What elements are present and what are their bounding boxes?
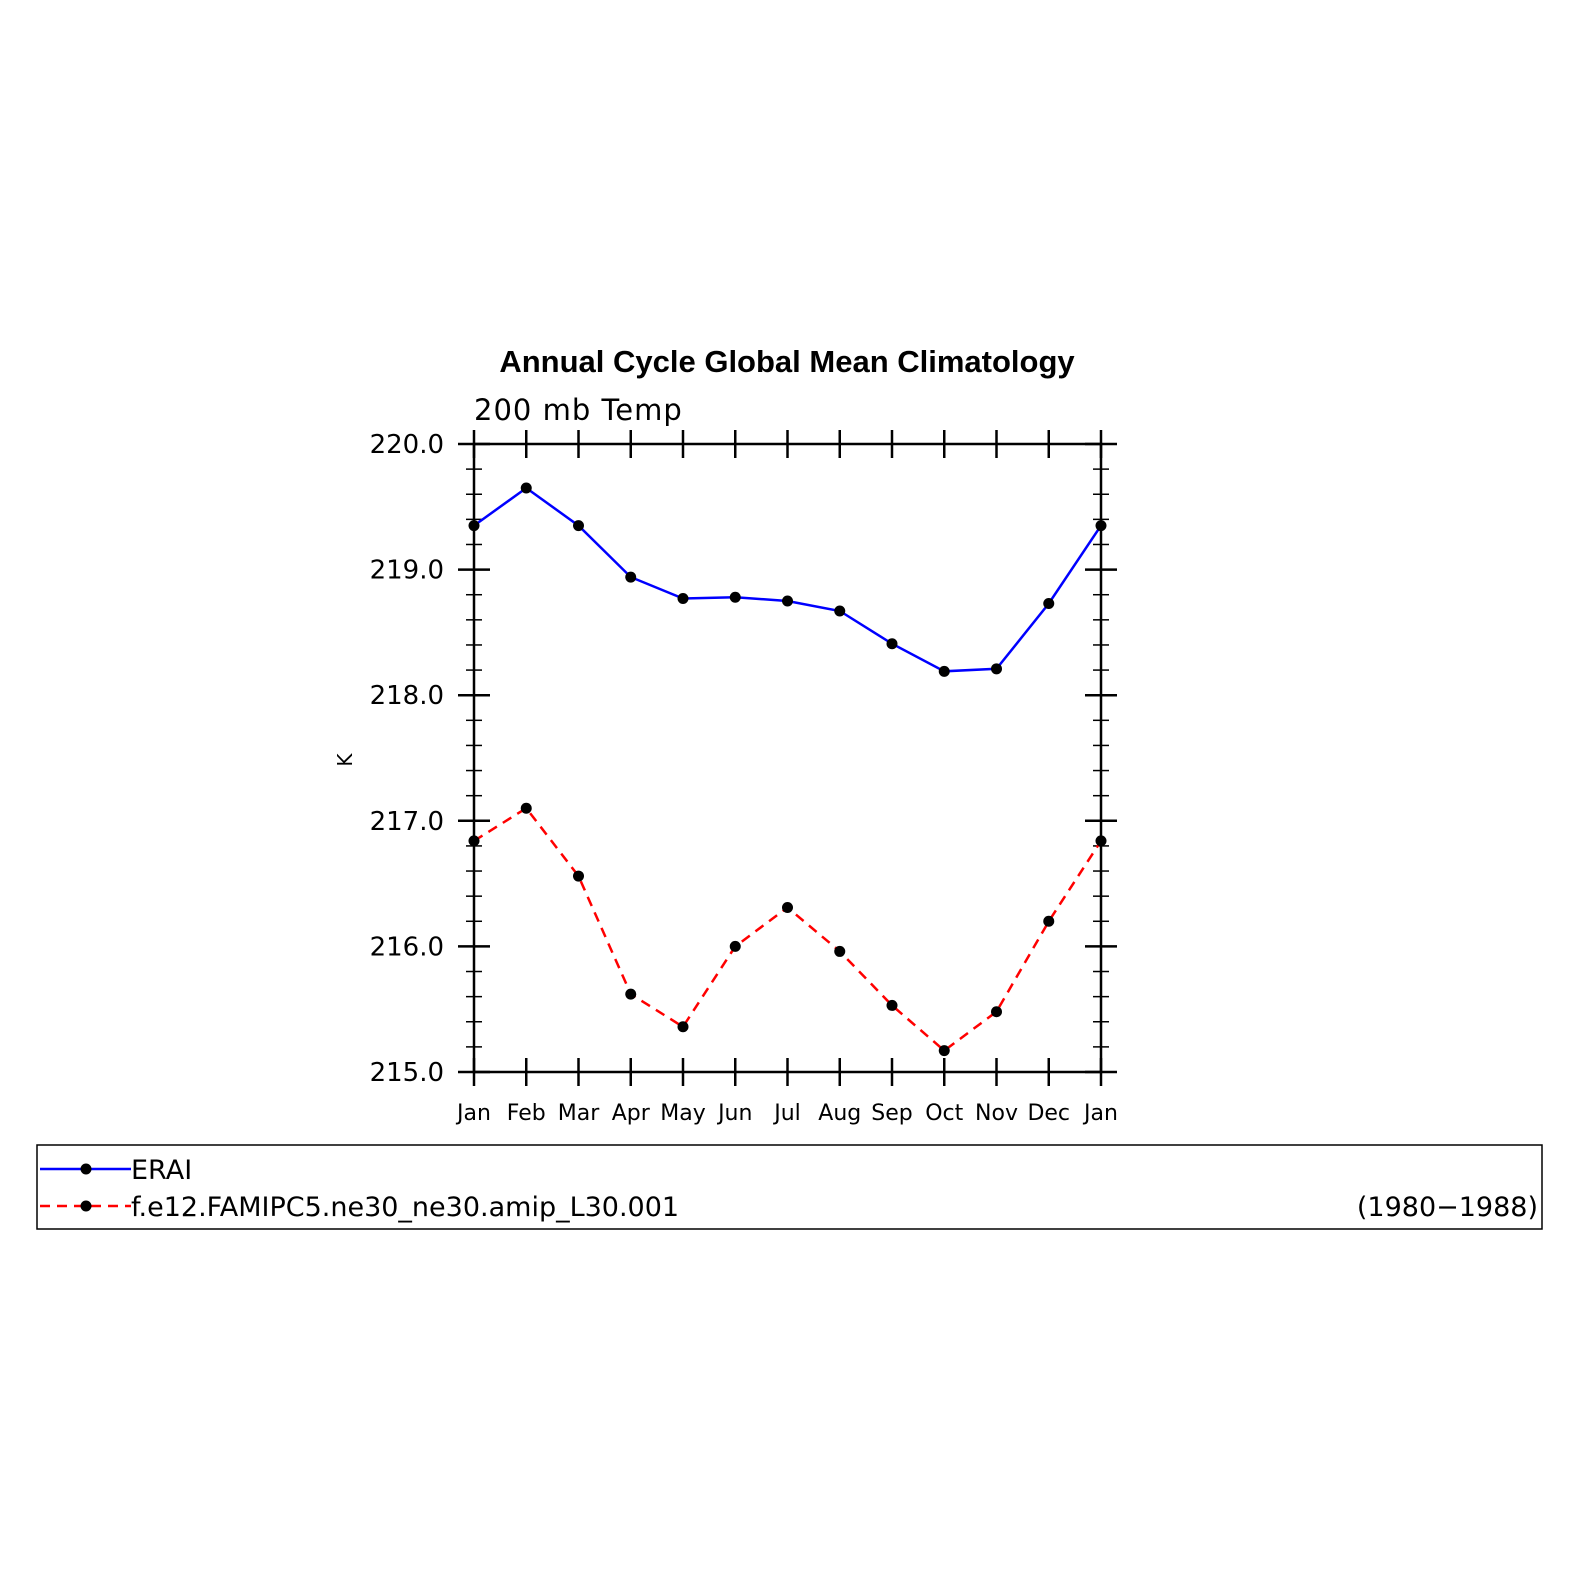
axis-ticks bbox=[458, 430, 1117, 1086]
chart-title: Annual Cycle Global Mean Climatology bbox=[499, 344, 1075, 379]
series-1-point bbox=[886, 999, 898, 1011]
legend-label-model: f.e12.FAMIPC5.ne30_ne30.amip_L30.001 bbox=[131, 1192, 679, 1223]
y-tick-label: 217.0 bbox=[370, 807, 444, 837]
series-1-point bbox=[520, 802, 532, 814]
series-0-point bbox=[1043, 598, 1055, 610]
series-0-point bbox=[938, 665, 950, 677]
series-1-point bbox=[1043, 915, 1055, 927]
series-1-point bbox=[991, 1006, 1002, 1018]
legend-years: (1980−1988) bbox=[1357, 1192, 1538, 1223]
series-0-point bbox=[573, 520, 584, 532]
x-tick-labels: Jan Feb Mar Apr May Jun Jul Aug Sep Oct Nov Dec Jan bbox=[455, 1101, 1118, 1126]
x-tick-label: Dec bbox=[1027, 1101, 1070, 1126]
legend-marker-model bbox=[80, 1200, 92, 1212]
x-tick-label: Feb bbox=[507, 1101, 546, 1126]
y-tick-label: 216.0 bbox=[370, 932, 444, 962]
y-tick-labels: 215.0 216.0 217.0 218.0 219.0 220.0 bbox=[370, 430, 444, 1088]
legend: ERAI f.e12.FAMIPC5.ne30_ne30.amip_L30.00… bbox=[36, 1144, 1543, 1230]
legend-label-erai: ERAI bbox=[131, 1155, 192, 1186]
x-tick-label: Mar bbox=[558, 1101, 600, 1126]
y-tick-label: 220.0 bbox=[370, 430, 444, 460]
legend-marker-erai bbox=[80, 1163, 92, 1175]
x-tick-label: Jul bbox=[772, 1101, 801, 1126]
series-1-point bbox=[573, 870, 584, 882]
x-tick-label: Jan bbox=[1082, 1101, 1118, 1126]
x-tick-label: Jun bbox=[716, 1101, 752, 1126]
series-1-point bbox=[782, 901, 793, 913]
y-tick-label: 218.0 bbox=[370, 681, 444, 711]
series-1-point bbox=[625, 988, 637, 1000]
x-tick-label: May bbox=[660, 1101, 705, 1126]
x-tick-label: Oct bbox=[925, 1101, 963, 1126]
series-1-point bbox=[834, 945, 846, 957]
chart-subtitle: 200 mb Temp bbox=[474, 393, 683, 427]
series-0-point bbox=[886, 638, 898, 650]
x-tick-label: Sep bbox=[871, 1101, 912, 1126]
series-0-point bbox=[625, 571, 637, 583]
series-layer bbox=[468, 482, 1107, 1057]
series-1-point bbox=[938, 1045, 950, 1057]
series-0-point bbox=[834, 605, 846, 617]
y-tick-label: 219.0 bbox=[370, 556, 444, 586]
series-line-1 bbox=[473, 806, 1103, 1053]
plot-frame bbox=[472, 442, 1103, 1074]
y-tick-label: 215.0 bbox=[370, 1058, 444, 1088]
x-tick-label: Aug bbox=[818, 1101, 861, 1126]
y-axis-label: K bbox=[333, 753, 357, 767]
legend-box bbox=[36, 1144, 1543, 1230]
series-1-point bbox=[677, 1021, 689, 1033]
x-tick-label: Apr bbox=[612, 1101, 651, 1126]
series-line-0 bbox=[473, 486, 1103, 673]
series-0-point bbox=[782, 595, 793, 607]
series-0-point bbox=[991, 663, 1002, 675]
x-tick-label: Nov bbox=[975, 1101, 1018, 1126]
series-0-point bbox=[520, 482, 532, 494]
series-0-point bbox=[677, 592, 689, 604]
x-tick-label: Jan bbox=[455, 1101, 491, 1126]
series-1-point bbox=[729, 940, 741, 952]
series-0-point bbox=[729, 591, 741, 603]
